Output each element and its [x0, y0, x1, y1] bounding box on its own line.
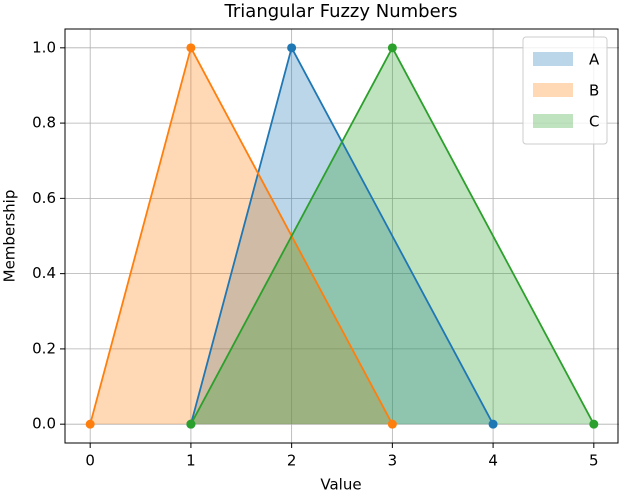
plot-frame	[64, 28, 619, 444]
x-tick-label: 3	[388, 452, 398, 470]
y-axis-label: Membership	[1, 190, 19, 283]
marker	[387, 419, 397, 429]
x-tick-label: 2	[287, 452, 297, 470]
area	[190, 47, 494, 425]
marker	[589, 419, 599, 429]
marker	[287, 43, 297, 53]
y-tick-label: 0.4	[32, 264, 56, 282]
y-tick-label: 0.2	[32, 339, 56, 357]
marker	[186, 43, 196, 53]
legend-swatch	[533, 83, 573, 97]
legend-label: A	[589, 51, 600, 69]
x-tick-label: 5	[589, 452, 599, 470]
marker	[85, 419, 95, 429]
y-tick-label: 1.0	[32, 38, 56, 56]
x-axis-label: Value	[320, 476, 361, 492]
legend-label: B	[589, 82, 599, 100]
x-tick-label: 0	[85, 452, 95, 470]
x-tick-label: 1	[186, 452, 196, 470]
x-tick-label: 4	[488, 452, 498, 470]
chart-title: Triangular Fuzzy Numbers	[224, 1, 458, 22]
legend-swatch	[533, 52, 573, 66]
y-tick-label: 0.6	[32, 189, 56, 207]
legend-box	[522, 36, 608, 145]
y-tick-label: 0.8	[32, 114, 56, 132]
marker	[488, 419, 498, 429]
legend-swatch	[533, 114, 573, 128]
marker	[387, 43, 397, 53]
legend-label: C	[589, 113, 599, 131]
y-tick-label: 0.0	[32, 415, 56, 433]
marker	[186, 419, 196, 429]
